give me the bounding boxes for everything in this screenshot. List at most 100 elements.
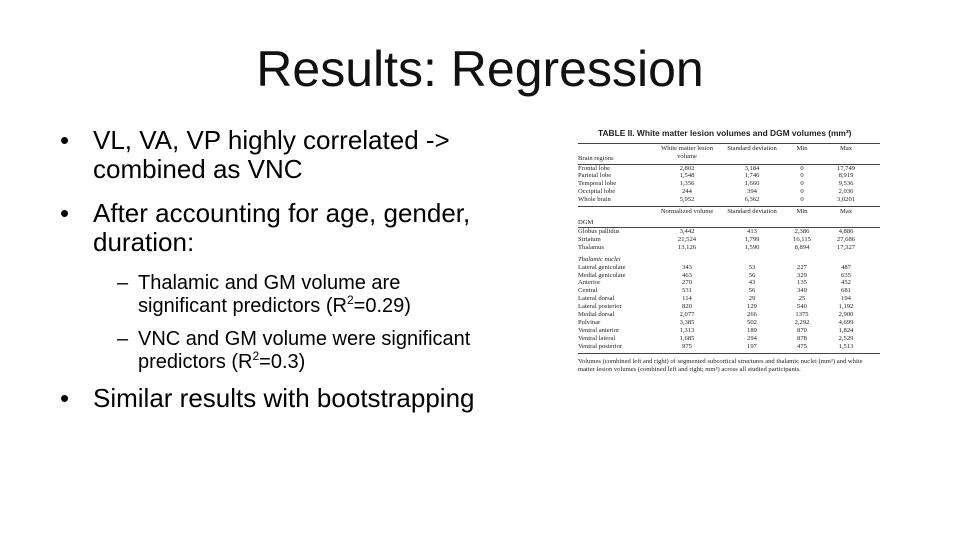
table-cell: 6,362 xyxy=(744,196,760,204)
table-row: Temporal lobe 1,356 1,660 0 9,536 xyxy=(578,180,880,188)
table-cell: Ventral lateral xyxy=(578,334,616,342)
table-cell: 3,385 xyxy=(679,319,695,326)
table-cell: Lateral dorsal xyxy=(578,295,615,303)
table-cell: Medial geniculate xyxy=(578,271,626,279)
table-footnote: Volumes (combined left and right) of seg… xyxy=(578,357,863,374)
table-cell: Lateral posterior xyxy=(578,303,622,311)
table-cell: 0 xyxy=(800,164,804,172)
slide-title: Results: Regression xyxy=(256,41,704,97)
table-row: Ventral posterior 975 197 475 1,513 xyxy=(578,343,880,351)
table-cell: 1375 xyxy=(795,311,809,319)
table-cell: 13,126 xyxy=(677,243,697,251)
table-row: Medial geniculate 463 56 329 635 xyxy=(578,272,880,280)
sub-bullet-text: Thalamic and GM volume are significant p… xyxy=(138,272,411,317)
table-header-cell: Standard deviation xyxy=(727,208,777,216)
table-cell: 0 xyxy=(800,196,804,204)
table-cell: 8,919 xyxy=(838,172,854,180)
table-cell: 189 xyxy=(747,326,757,334)
table-cell: 475 xyxy=(797,342,807,350)
table-row: Parietal lobe 1,548 1,746 0 8,919 xyxy=(578,172,880,180)
table-cell: 197 xyxy=(747,342,757,350)
bullet-list: • VL, VA, VP highly correlated -> combin… xyxy=(60,126,480,428)
bullet-item: • Similar results with bootstrapping xyxy=(60,384,480,413)
table-cell: 975 xyxy=(682,342,692,350)
table-cell: 1,513 xyxy=(838,342,854,350)
table-cell: 5,952 xyxy=(679,196,695,204)
table-row: Lateral dorsal 114 29 25 194 xyxy=(578,295,880,303)
table-cell: 2,036 xyxy=(838,188,854,196)
table-cell: 1,590 xyxy=(744,243,760,251)
bullet-marker: • xyxy=(60,198,70,228)
table-cell: 294 xyxy=(747,334,757,342)
table-cell: 9,536 xyxy=(838,180,854,188)
table-cell: 0 xyxy=(800,180,804,188)
table-row: Frontal lobe 2,802 3,184 0 17,749 xyxy=(578,165,880,173)
sub-bullet-item: – VNC and GM volume were significant pre… xyxy=(60,328,480,374)
table-cell: 114 xyxy=(682,295,692,303)
table-cell: 820 xyxy=(682,303,692,311)
table-cell: 343 xyxy=(682,263,692,271)
table-subheading: Thalamic nuclei xyxy=(578,255,621,263)
table-cell: 1,824 xyxy=(838,326,854,334)
table-cell: 394 xyxy=(747,188,757,196)
table-row: Central 531 56 349 681 xyxy=(578,287,880,295)
table-cell: 2,802 xyxy=(679,164,695,172)
table-cell: 502 xyxy=(747,319,757,326)
table-cell: 4,699 xyxy=(838,319,854,326)
sub-bullet-marker: – xyxy=(117,328,129,350)
table-cell: 3,184 xyxy=(744,164,760,172)
table-cell: 1,548 xyxy=(679,172,695,180)
table-row: Lateral geniculate 343 53 227 487 xyxy=(578,264,880,272)
sub-bullet-text: VNC and GM volume were significant predi… xyxy=(138,328,471,373)
table-row: Globus pallidus 3,442 413 2,386 4,886 xyxy=(578,228,880,236)
table-cell: 4,886 xyxy=(838,228,854,236)
table-row: Pulvinar 3,385 502 2,292 4,699 xyxy=(578,319,880,327)
table-cell: 56 xyxy=(748,271,756,279)
table-header-cell: Max xyxy=(839,208,853,216)
table-header-cell: Min xyxy=(796,144,808,152)
bullet-text: VL, VA, VP highly correlated -> combined… xyxy=(93,125,450,184)
table-cell: 452 xyxy=(841,279,851,287)
table-cell: 0 xyxy=(800,188,804,196)
table-header-cell: Brain regions xyxy=(578,155,614,162)
table-rule xyxy=(578,227,880,229)
table-cell: Temporal lobe xyxy=(578,180,617,188)
table-cell: 2,386 xyxy=(794,228,810,236)
table-row: Striatum 21,524 1,799 16,115 27,686 xyxy=(578,236,880,244)
table-cell: 681 xyxy=(841,287,851,295)
table-cell: 0 xyxy=(800,172,804,180)
table-cell: 16,115 xyxy=(793,235,811,243)
table-header-cell: DGM xyxy=(578,218,594,226)
table-cell: Striatum xyxy=(578,235,601,243)
table-cell: 2,077 xyxy=(679,311,695,319)
table-cell: 3,442 xyxy=(679,228,695,236)
table-section-regions: Frontal lobe 2,802 3,184 0 17,749 Parietal lo… xyxy=(578,165,880,205)
table-row: Ventral lateral 1,685 294 878 2,529 xyxy=(578,335,880,343)
table-row: Ventral anterior 1,313 189 870 1,824 xyxy=(578,327,880,335)
table-cell: 1,660 xyxy=(744,180,760,188)
table-cell: Whole brain xyxy=(578,196,611,204)
table-cell: Central xyxy=(578,287,598,295)
table-cell: 531 xyxy=(682,287,692,295)
table-cell: 2,900 xyxy=(838,311,854,319)
table-cell: 8,894 xyxy=(794,243,810,251)
table-header: DGM Normalized volume Standard deviation Mi… xyxy=(578,207,880,227)
table-cell: 27,686 xyxy=(836,235,856,243)
table-header-cell: Min xyxy=(796,208,808,216)
table-header: Brain regions White matter lesion volume S… xyxy=(578,144,880,164)
table-cell: 21,524 xyxy=(677,235,697,243)
table-cell: 540 xyxy=(797,303,807,311)
table-cell: 870 xyxy=(797,326,807,334)
table-cell: 244 xyxy=(682,188,692,196)
table-rule xyxy=(578,142,880,144)
bullet-marker: • xyxy=(60,383,70,413)
table-row: Anterior 270 43 135 452 xyxy=(578,279,880,287)
table-cell: 17,749 xyxy=(836,164,856,172)
table-cell: 53 xyxy=(748,263,756,271)
table-row: Occipital lobe 244 394 0 2,036 xyxy=(578,188,880,196)
table-cell: Lateral geniculate xyxy=(578,263,626,271)
table-row: Thalamus 13,126 1,590 8,894 17,327 xyxy=(578,244,880,252)
sub-bullet-marker: – xyxy=(117,272,129,294)
table-cell: 2,292 xyxy=(794,319,810,326)
